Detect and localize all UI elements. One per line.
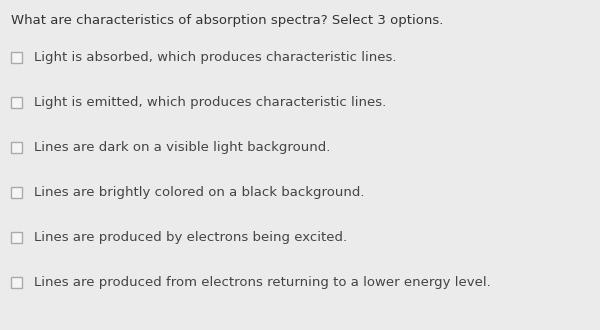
Text: Lines are brightly colored on a black background.: Lines are brightly colored on a black ba… xyxy=(34,186,365,199)
Text: Lines are produced from electrons returning to a lower energy level.: Lines are produced from electrons return… xyxy=(34,276,491,289)
Bar xyxy=(11,277,22,288)
Bar xyxy=(11,187,22,198)
Text: Lines are dark on a visible light background.: Lines are dark on a visible light backgr… xyxy=(34,141,331,154)
Text: Light is emitted, which produces characteristic lines.: Light is emitted, which produces charact… xyxy=(34,96,386,109)
Bar xyxy=(11,97,22,108)
Bar xyxy=(11,52,22,63)
Text: Light is absorbed, which produces characteristic lines.: Light is absorbed, which produces charac… xyxy=(34,51,397,64)
Text: What are characteristics of absorption spectra? Select 3 options.: What are characteristics of absorption s… xyxy=(11,14,443,27)
Text: Lines are produced by electrons being excited.: Lines are produced by electrons being ex… xyxy=(34,231,347,244)
Bar xyxy=(11,142,22,153)
Bar xyxy=(11,232,22,243)
